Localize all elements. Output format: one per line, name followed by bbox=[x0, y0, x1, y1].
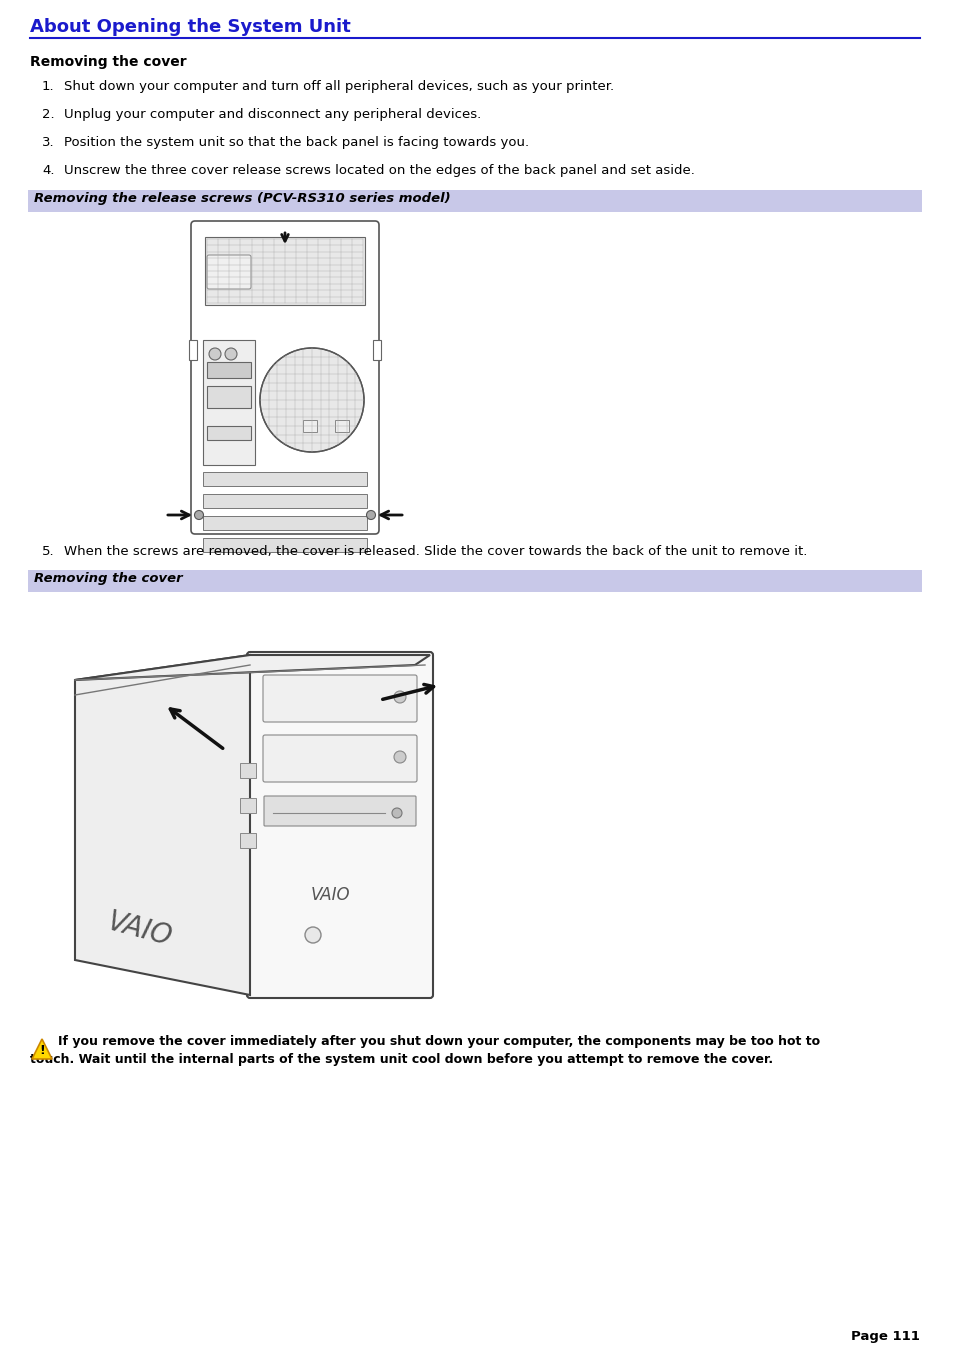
Bar bbox=[240, 763, 255, 778]
Bar bbox=[203, 516, 367, 530]
Circle shape bbox=[394, 690, 406, 703]
Text: !: ! bbox=[39, 1044, 45, 1058]
Text: Unscrew the three cover release screws located on the edges of the back panel an: Unscrew the three cover release screws l… bbox=[64, 163, 694, 177]
Polygon shape bbox=[75, 655, 250, 994]
Bar bbox=[189, 340, 196, 359]
Text: Removing the release screws (PCV-RS310 series model): Removing the release screws (PCV-RS310 s… bbox=[34, 192, 450, 205]
Text: 2.: 2. bbox=[42, 108, 54, 122]
Text: Shut down your computer and turn off all peripheral devices, such as your printe: Shut down your computer and turn off all… bbox=[64, 80, 614, 93]
Circle shape bbox=[209, 349, 221, 359]
Text: Removing the cover: Removing the cover bbox=[34, 571, 182, 585]
Text: When the screws are removed, the cover is released. Slide the cover towards the : When the screws are removed, the cover i… bbox=[64, 544, 806, 558]
Text: Unplug your computer and disconnect any peripheral devices.: Unplug your computer and disconnect any … bbox=[64, 108, 480, 122]
Bar bbox=[240, 834, 255, 848]
FancyBboxPatch shape bbox=[263, 735, 416, 782]
Bar bbox=[207, 362, 251, 378]
Bar bbox=[28, 570, 921, 592]
Polygon shape bbox=[75, 655, 430, 680]
Bar bbox=[303, 420, 316, 432]
Circle shape bbox=[260, 349, 364, 453]
Bar bbox=[335, 420, 349, 432]
Bar bbox=[203, 340, 254, 465]
FancyBboxPatch shape bbox=[191, 222, 378, 534]
Text: Page 111: Page 111 bbox=[850, 1329, 919, 1343]
FancyBboxPatch shape bbox=[263, 676, 416, 721]
Text: About Opening the System Unit: About Opening the System Unit bbox=[30, 18, 351, 36]
Text: touch. Wait until the internal parts of the system unit cool down before you att: touch. Wait until the internal parts of … bbox=[30, 1052, 772, 1066]
FancyBboxPatch shape bbox=[264, 796, 416, 825]
Bar bbox=[205, 236, 365, 305]
Bar bbox=[203, 494, 367, 508]
Circle shape bbox=[305, 927, 320, 943]
Polygon shape bbox=[32, 1039, 52, 1059]
Text: 4.: 4. bbox=[42, 163, 54, 177]
FancyBboxPatch shape bbox=[247, 653, 433, 998]
FancyBboxPatch shape bbox=[207, 255, 251, 289]
Bar bbox=[373, 340, 380, 359]
Bar bbox=[207, 386, 251, 408]
Bar bbox=[240, 798, 255, 813]
Bar bbox=[203, 471, 367, 486]
Text: Removing the cover: Removing the cover bbox=[30, 55, 187, 69]
Circle shape bbox=[225, 349, 236, 359]
Circle shape bbox=[394, 751, 406, 763]
Text: If you remove the cover immediately after you shut down your computer, the compo: If you remove the cover immediately afte… bbox=[58, 1035, 820, 1048]
Text: 3.: 3. bbox=[42, 136, 54, 149]
Text: Position the system unit so that the back panel is facing towards you.: Position the system unit so that the bac… bbox=[64, 136, 529, 149]
Text: VAIO: VAIO bbox=[311, 886, 351, 904]
Text: VAIO: VAIO bbox=[104, 908, 175, 952]
Bar bbox=[28, 190, 921, 212]
Text: 1.: 1. bbox=[42, 80, 54, 93]
Bar bbox=[207, 426, 251, 440]
Circle shape bbox=[392, 808, 401, 817]
Text: 5.: 5. bbox=[42, 544, 54, 558]
Bar bbox=[203, 538, 367, 553]
Circle shape bbox=[194, 511, 203, 520]
Circle shape bbox=[366, 511, 375, 520]
